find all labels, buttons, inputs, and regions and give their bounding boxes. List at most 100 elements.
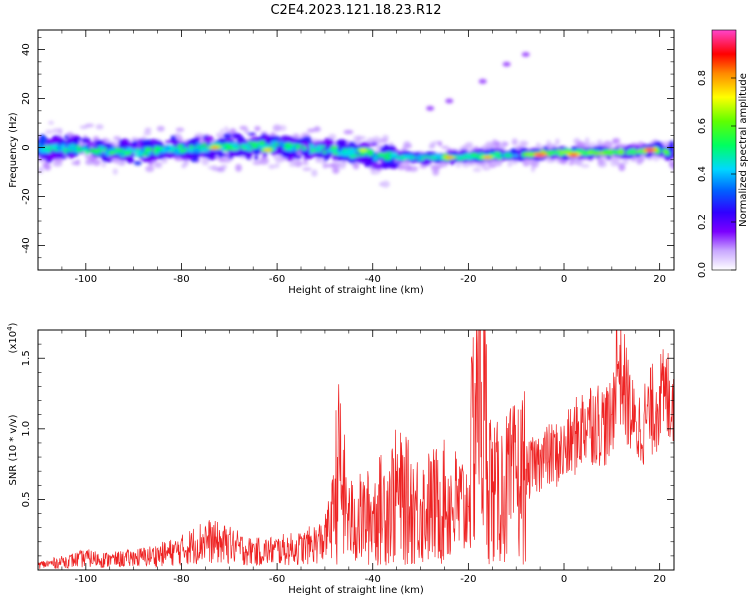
spectrogram-core-blob — [168, 145, 176, 152]
spectrogram-core-blob — [527, 151, 533, 157]
spectrogram-core-blob — [232, 145, 241, 149]
spectrogram-core-blob — [126, 147, 131, 151]
spectrogram-ticks: -100 -80 -60 -40 -20 0 20 -40 -20 0 20 40 — [21, 30, 674, 285]
spectrogram-body-blob — [247, 132, 257, 136]
spectrogram-core-blob — [315, 144, 323, 151]
spectrogram-halo-blob — [314, 126, 320, 132]
spectrogram-halo-blob — [252, 160, 262, 166]
spectrogram-core-blob — [471, 152, 479, 158]
spectrogram-core-blob — [503, 153, 509, 158]
spectrogram-halo-blob — [584, 137, 590, 146]
spectrogram-body-blob — [81, 137, 91, 144]
spectrogram-core-blob — [261, 144, 271, 149]
spectrogram-halo-blob — [95, 124, 104, 130]
spectrogram-halo-blob — [437, 141, 443, 147]
spectrogram-body-blob — [149, 139, 159, 144]
spectrogram-halo-blob — [119, 161, 126, 166]
svg-text:(x104): (x104) — [6, 322, 19, 353]
spectrogram-core-blob — [611, 149, 618, 154]
spectrogram-core-blob — [296, 144, 304, 148]
spectrogram-core-blob — [63, 149, 68, 154]
snr-y-tick-label: 1.5 — [21, 350, 32, 366]
spectrogram-halo-blob — [288, 161, 297, 167]
spectrogram-halo-blob — [375, 144, 383, 153]
spectrogram-body-blob — [247, 150, 253, 159]
spectrogram-body-blob — [48, 139, 57, 143]
spectrogram-halo-blob — [220, 129, 225, 133]
spectrogram-halo-blob — [612, 138, 621, 144]
spectrogram-core-blob — [114, 147, 121, 150]
spectrogram-halo-blob — [343, 129, 354, 135]
spectrogram-core-blob — [619, 149, 625, 153]
spectrogram-core-blob — [115, 152, 125, 156]
spectrogram-body-blob — [287, 138, 298, 144]
spectrogram-core-blob — [627, 149, 634, 152]
spectrogram-heat — [38, 51, 674, 188]
spectrogram-halo-blob — [334, 162, 340, 167]
spectrogram-core-blob — [560, 151, 569, 154]
spectrogram-halo-blob — [275, 158, 284, 164]
spectrogram-core-blob — [310, 148, 316, 152]
spectrogram-core-blob — [330, 145, 338, 151]
spectrogram-halo-blob — [175, 127, 185, 132]
spectrogram-body-blob — [55, 136, 63, 142]
spectrogram-core-blob — [638, 148, 642, 152]
spectrogram-core-blob — [309, 146, 314, 150]
spectrogram-halo-blob — [341, 160, 348, 165]
spectrogram-x-tick-label: -40 — [365, 274, 381, 285]
spectrogram-core-blob — [89, 148, 97, 154]
spectrogram-halo-blob — [84, 160, 94, 166]
snr-x-label: Height of straight line (km) — [288, 585, 424, 596]
spectrogram-body-blob — [64, 134, 69, 140]
spectrogram-halo-blob — [671, 165, 674, 171]
spectrogram-core-blob — [456, 155, 463, 160]
spectrogram-halo-blob — [44, 129, 54, 135]
spectrogram-x-tick-label: 20 — [653, 274, 666, 285]
spectrogram-halo-blob — [630, 157, 636, 162]
spectrogram-halo-blob — [145, 165, 155, 173]
spectrogram-core-blob — [464, 155, 470, 160]
spectrogram-core-blob — [144, 147, 154, 152]
spectrogram-peak — [445, 155, 454, 159]
spectrogram-body-blob — [122, 138, 130, 144]
spectrogram-halo-blob — [215, 132, 224, 139]
spectrogram-core-blob — [137, 150, 143, 156]
spectrogram-halo-blob — [302, 161, 309, 166]
colorbar-frame — [711, 29, 737, 271]
spectrogram-y-tick-label: 0 — [21, 144, 32, 150]
spectrogram-halo-blob — [101, 162, 107, 168]
spectrogram-core-blob — [367, 151, 374, 157]
spectrogram-halo-blob — [181, 163, 187, 169]
spectrogram-y-label: Frequency (Hz) — [8, 112, 19, 188]
spectrogram-halo-blob — [144, 127, 152, 132]
spectrogram-body-blob — [231, 133, 241, 138]
spectrogram-body-blob — [281, 153, 292, 159]
spectrogram-x-tick-label: 0 — [561, 274, 567, 285]
snr-frame — [37, 329, 675, 571]
spectrogram-body-blob — [350, 144, 356, 148]
snr-y-tick-label: 0.5 — [21, 491, 32, 507]
spectrogram-body-blob — [141, 142, 154, 148]
spectrogram-core-blob — [555, 151, 562, 156]
spectrogram-core-blob — [178, 149, 187, 153]
snr-panel: -100 -80 -60 -40 -20 0 20 0.5 1.0 1.5 Height of s… — [6, 322, 675, 596]
spectrogram-x-tick-label: -100 — [74, 274, 97, 285]
spectrogram-halo-blob — [356, 138, 361, 146]
snr-x-tick-label: -40 — [365, 574, 381, 585]
colorbar-tick-label: 0.4 — [697, 166, 708, 182]
spectrogram-core-blob — [584, 151, 590, 155]
spectrogram-halo-blob — [511, 138, 518, 146]
spectrogram-core-blob — [200, 147, 210, 153]
spectrogram-core-blob — [378, 152, 388, 157]
spectrogram-peak — [569, 153, 578, 157]
spectrogram-core-blob — [49, 144, 58, 149]
spectrogram-body-blob — [383, 148, 395, 153]
snr-x-tick-label: 0 — [561, 574, 567, 585]
spectrogram-core-blob — [341, 152, 347, 156]
spectrogram-edge-blob — [38, 134, 47, 147]
spectrogram-core-blob — [56, 149, 64, 152]
colorbar-gradient — [712, 30, 736, 270]
spectrogram-core-blob — [338, 151, 342, 156]
spectrogram-core-blob — [546, 150, 553, 155]
spectrogram-halo-blob — [522, 158, 531, 167]
